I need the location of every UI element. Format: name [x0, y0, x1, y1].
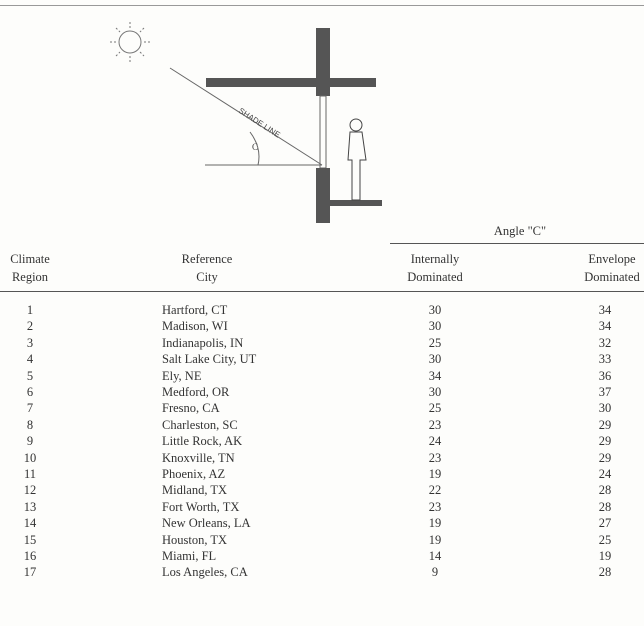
table-cell: 28	[599, 565, 612, 579]
column-header: Reference	[182, 252, 233, 266]
column-header: Envelope	[588, 252, 635, 266]
table-cell: 28	[599, 500, 612, 514]
column-header: Region	[12, 270, 48, 284]
table-cell: Fort Worth, TX	[162, 500, 239, 514]
column-header: Internally	[411, 252, 460, 266]
group-header: Angle "C"	[494, 224, 546, 238]
table-cell: 8	[27, 418, 33, 432]
table-cell: Los Angeles, CA	[162, 565, 248, 579]
table-cell: 34	[599, 303, 612, 317]
table-cell: 13	[24, 500, 37, 514]
table-cell: 9	[27, 434, 33, 448]
table-cell: 23	[429, 500, 442, 514]
table-cell: Ely, NE	[162, 369, 201, 383]
table-cell: 30	[599, 401, 612, 415]
page: SHADE LINE C Angle "C" Climate Region Refe…	[0, 0, 644, 626]
table-cell: 34	[429, 369, 442, 383]
table-cell: 2	[27, 319, 33, 333]
table-cell: 30	[429, 352, 442, 366]
table-cell: Midland, TX	[162, 483, 227, 497]
table-cell: 5	[27, 369, 33, 383]
table-cell: 9	[432, 565, 438, 579]
angle-label: C	[252, 142, 258, 152]
table-cell: 25	[429, 401, 442, 415]
table-cell: 10	[24, 451, 37, 465]
table-cell: 28	[599, 483, 612, 497]
table-cell: 23	[429, 451, 442, 465]
table-cell: 15	[24, 533, 37, 547]
group-rule	[390, 243, 644, 244]
table-cell: 14	[24, 516, 37, 530]
header-rule	[0, 291, 644, 292]
table-cell: Madison, WI	[162, 319, 228, 333]
table-cell: 11	[24, 467, 36, 481]
table-cell: Fresno, CA	[162, 401, 220, 415]
table-cell: 30	[429, 303, 442, 317]
table-cell: Knoxville, TN	[162, 451, 235, 465]
table-cell: Houston, TX	[162, 533, 227, 547]
table-cell: 23	[429, 418, 442, 432]
table-cell: 6	[27, 385, 33, 399]
table-cell: 37	[599, 385, 612, 399]
table-cell: New Orleans, LA	[162, 516, 251, 530]
table-cell: 29	[599, 451, 612, 465]
table-cell: Phoenix, AZ	[162, 467, 225, 481]
table-cell: Salt Lake City, UT	[162, 352, 256, 366]
table-cell: Little Rock, AK	[162, 434, 242, 448]
table-cell: 7	[27, 401, 33, 415]
table-cell: Hartford, CT	[162, 303, 227, 317]
table-cell: 14	[429, 549, 442, 563]
table-cell: 19	[429, 516, 442, 530]
table-cell: 4	[27, 352, 33, 366]
table-cell: 29	[599, 418, 612, 432]
column-header: Dominated	[407, 270, 463, 284]
table-cell: 16	[24, 549, 37, 563]
column-header: City	[196, 270, 218, 284]
table-cell: 17	[24, 565, 37, 579]
table-cell: 32	[599, 336, 612, 350]
table-cell: Indianapolis, IN	[162, 336, 243, 350]
table-cell: 34	[599, 319, 612, 333]
table-cell: 29	[599, 434, 612, 448]
table-cell: 25	[599, 533, 612, 547]
table-cell: Charleston, SC	[162, 418, 238, 432]
table-cell: Medford, OR	[162, 385, 229, 399]
table-cell: 3	[27, 336, 33, 350]
table-cell: 25	[429, 336, 442, 350]
table-cell: 30	[429, 385, 442, 399]
table-cell: 22	[429, 483, 442, 497]
column-header: Climate	[10, 252, 50, 266]
table-cell: 12	[24, 483, 37, 497]
column-header: Dominated	[584, 270, 640, 284]
shade-line-label: SHADE LINE	[237, 106, 282, 139]
table-cell: 36	[599, 369, 612, 383]
table-cell: 19	[429, 533, 442, 547]
table-cell: 27	[599, 516, 612, 530]
table-cell: 24	[599, 467, 612, 481]
shade-diagram: SHADE LINE C	[0, 0, 644, 230]
table-cell: 24	[429, 434, 442, 448]
table-cell: Miami, FL	[162, 549, 216, 563]
table-cell: 30	[429, 319, 442, 333]
table-cell: 1	[27, 303, 33, 317]
table-cell: 33	[599, 352, 612, 366]
table-cell: 19	[599, 549, 612, 563]
table-cell: 19	[429, 467, 442, 481]
